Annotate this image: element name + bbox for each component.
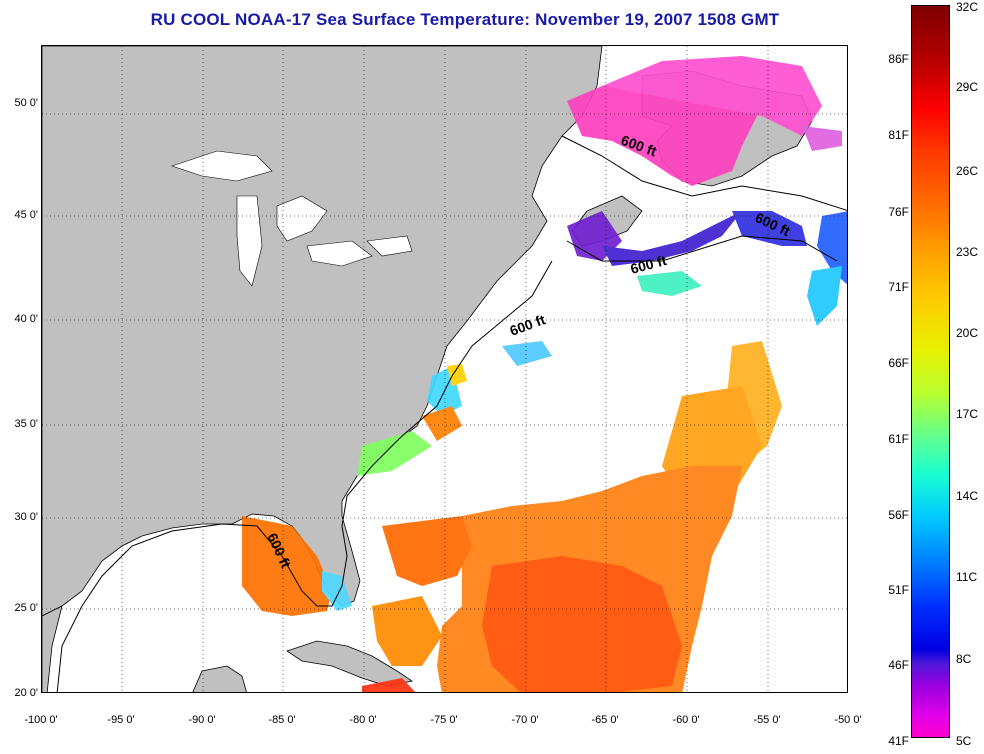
lon-tick-80: -80 0' bbox=[349, 714, 377, 726]
colorbar-label-76f: 76F bbox=[888, 205, 909, 219]
colorbar-label-86f: 86F bbox=[888, 52, 909, 66]
lat-tick-35: 35 0' bbox=[14, 418, 38, 430]
land-mexico bbox=[42, 605, 63, 692]
sst-map-canvas: 600 ft 600 ft 600 ft 600 ft 600 ft bbox=[42, 46, 847, 692]
sst-data-layer bbox=[242, 56, 847, 692]
isobath-600ft bbox=[56, 135, 847, 692]
contour-label-mid-atlantic: 600 ft bbox=[508, 311, 548, 339]
sst-map[interactable]: 600 ft 600 ft 600 ft 600 ft 600 ft bbox=[41, 45, 848, 693]
lat-tick-20: 20 0' bbox=[14, 687, 38, 699]
lon-tick-75: -75 0' bbox=[430, 714, 458, 726]
colorbar-label-8c: 8C bbox=[956, 652, 972, 666]
lon-tick-55: -55 0' bbox=[753, 714, 781, 726]
colorbar-label-61f: 61F bbox=[888, 432, 909, 446]
map-title: RU COOL NOAA-17 Sea Surface Temperature:… bbox=[150, 10, 780, 29]
map-graticule bbox=[42, 46, 847, 692]
colorbar-label-56f: 56F bbox=[888, 508, 909, 522]
colorbar-label-41f: 41F bbox=[888, 734, 909, 748]
colorbar-label-66f: 66F bbox=[888, 356, 909, 370]
colorbar-label-81f: 81F bbox=[888, 128, 909, 142]
colorbar-label-32c: 32C bbox=[956, 0, 979, 14]
lon-tick-95: -95 0' bbox=[107, 714, 135, 726]
colorbar-label-5c: 5C bbox=[956, 734, 972, 748]
colorbar-label-71f: 71F bbox=[888, 280, 909, 294]
colorbar-label-26c: 26C bbox=[956, 164, 979, 178]
colorbar-label-51f: 51F bbox=[888, 583, 909, 597]
lon-tick-100: -100 0' bbox=[24, 714, 58, 726]
colorbar-label-14c: 14C bbox=[956, 489, 979, 503]
lon-tick-70: -70 0' bbox=[511, 714, 539, 726]
lon-tick-60: -60 0' bbox=[672, 714, 700, 726]
colorbar-label-46f: 46F bbox=[888, 658, 909, 672]
lon-tick-65: -65 0' bbox=[591, 714, 619, 726]
lat-tick-45: 45 0' bbox=[14, 209, 38, 221]
land-yucatan bbox=[192, 665, 247, 692]
temperature-colorbar bbox=[911, 5, 950, 738]
lon-tick-90: -90 0' bbox=[188, 714, 216, 726]
land-cuba bbox=[286, 640, 414, 687]
lat-tick-40: 40 0' bbox=[14, 313, 38, 325]
colorbar-label-20c: 20C bbox=[956, 326, 979, 340]
colorbar-label-17c: 17C bbox=[956, 407, 979, 421]
lon-tick-50: -50 0' bbox=[834, 714, 862, 726]
lat-tick-25: 25 0' bbox=[14, 602, 38, 614]
lat-tick-30: 30 0' bbox=[14, 511, 38, 523]
lat-tick-50: 50 0' bbox=[14, 97, 38, 109]
land-north-america bbox=[42, 46, 603, 617]
lon-tick-85: -85 0' bbox=[268, 714, 296, 726]
colorbar-label-23c: 23C bbox=[956, 245, 979, 259]
colorbar-label-29c: 29C bbox=[956, 80, 979, 94]
colorbar-label-11c: 11C bbox=[956, 570, 978, 584]
great-lakes bbox=[171, 150, 413, 287]
